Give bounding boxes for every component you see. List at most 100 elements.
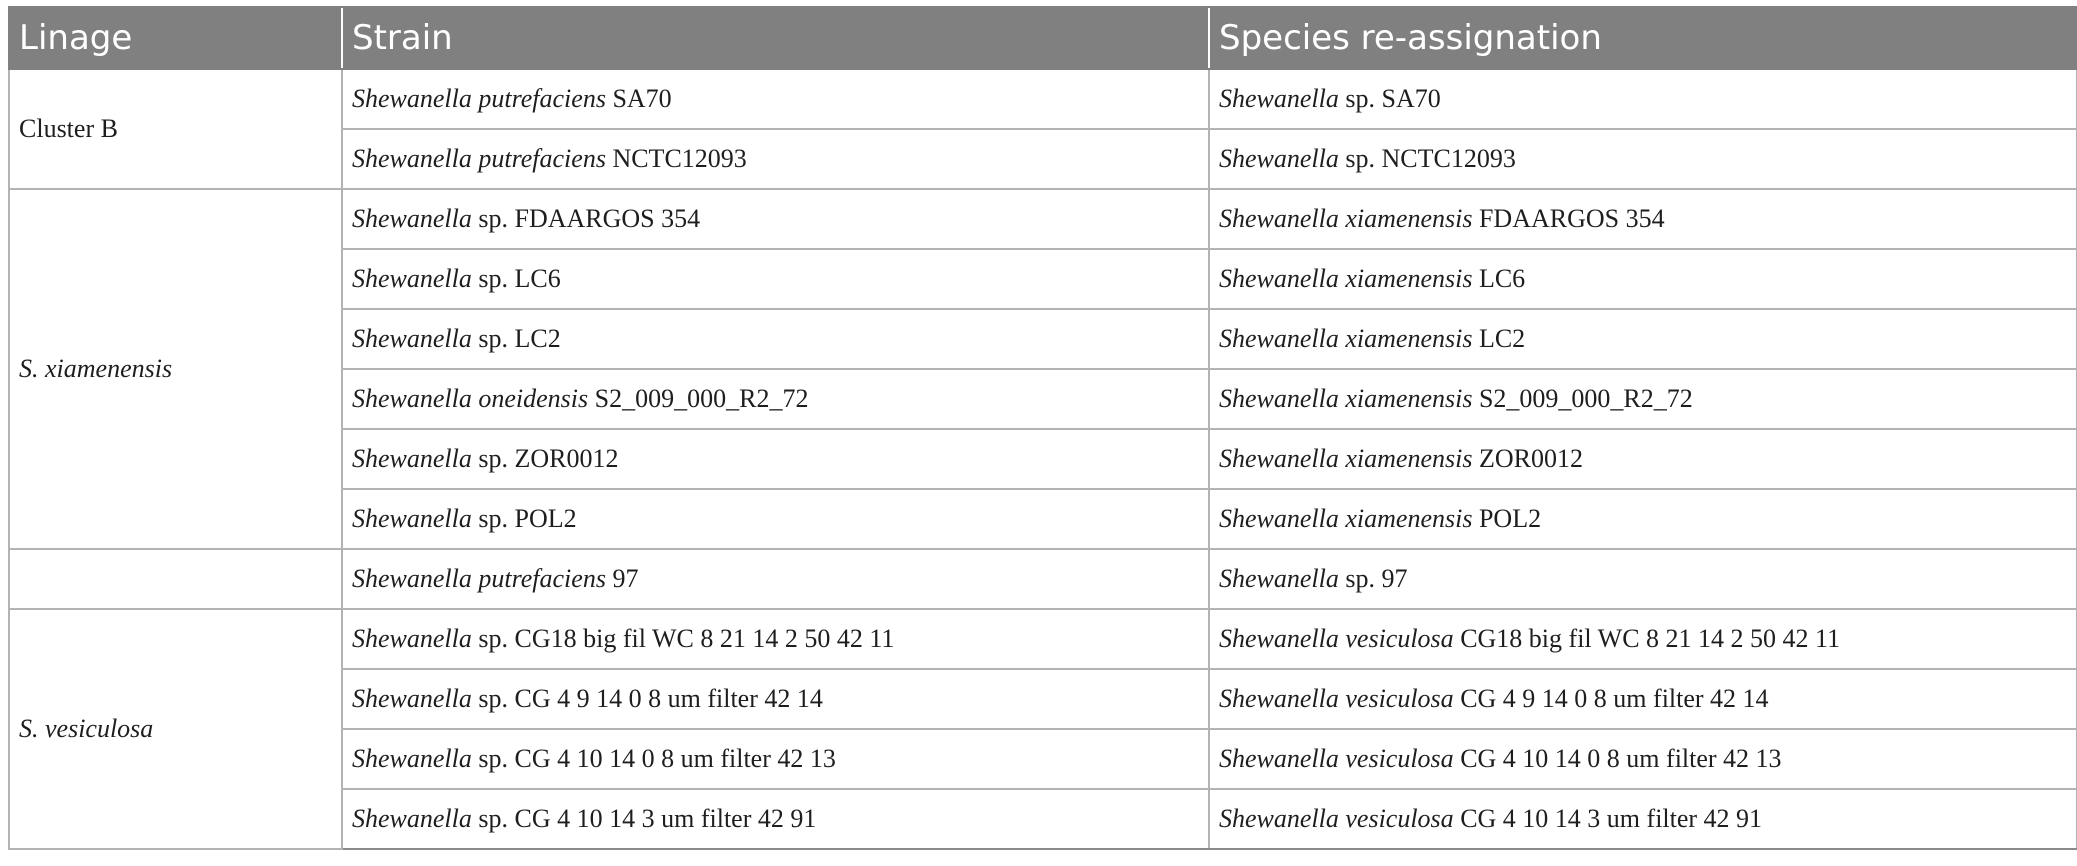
strain-cell: Shewanella sp. CG 4 10 14 0 8 um filter … — [341, 728, 1210, 790]
table-row: Shewanella sp. POL2 Shewanella xiamenensi… — [9, 488, 2077, 550]
species-genus-species: Shewanella — [1219, 84, 1339, 113]
species-designation: CG18 big fil WC 8 21 14 2 50 42 11 — [1453, 624, 1841, 653]
strain-genus-species: Shewanella — [352, 624, 472, 653]
table-row: Shewanella putrefaciens NCTC12093 Shewane… — [9, 128, 2077, 190]
species-reassignation-cell: Shewanella xiamenensis S2_009_000_R2_72 — [1208, 368, 2077, 430]
table-row: Shewanella sp. ZOR0012 Shewanella xiamene… — [9, 428, 2077, 490]
species-genus-species: Shewanella xiamenensis — [1219, 204, 1473, 233]
strain-designation: sp. LC6 — [471, 264, 561, 293]
species-designation: LC2 — [1472, 324, 1526, 353]
species-designation: CG 4 10 14 0 8 um filter 42 13 — [1453, 744, 1782, 773]
lineage-cell: Cluster B — [8, 68, 343, 190]
strain-genus-species: Shewanella — [352, 324, 472, 353]
species-designation: sp. NCTC12093 — [1338, 144, 1516, 173]
species-genus-species: Shewanella vesiculosa — [1219, 744, 1454, 773]
strain-designation: sp. CG 4 10 14 0 8 um filter 42 13 — [471, 744, 836, 773]
strain-designation: 97 — [605, 564, 639, 593]
lineage-label: Cluster B — [19, 114, 118, 143]
species-reassignation-cell: Shewanella xiamenensis ZOR0012 — [1208, 428, 2077, 490]
strain-designation: sp. CG 4 10 14 3 um filter 42 91 — [471, 804, 817, 833]
header-linage: Linage — [8, 6, 342, 70]
header-row: Linage Strain Species re-assignation — [8, 6, 2077, 70]
species-reassignation-cell: Shewanella vesiculosa CG 4 10 14 3 um fi… — [1208, 788, 2077, 850]
table-row: Shewanella sp. CG 4 10 14 0 8 um filter … — [9, 728, 2077, 790]
strain-designation: NCTC12093 — [605, 144, 747, 173]
strain-cell: Shewanella sp. CG 4 9 14 0 8 um filter 4… — [341, 668, 1210, 730]
species-reassignation-cell: Shewanella vesiculosa CG 4 10 14 0 8 um … — [1208, 728, 2077, 790]
strain-genus-species: Shewanella — [352, 204, 472, 233]
table-row: Shewanella sp. LC2 Shewanella xiamenensis… — [9, 308, 2077, 370]
strain-designation: SA70 — [605, 84, 672, 113]
species-reassignation-cell: Shewanella vesiculosa CG 4 9 14 0 8 um f… — [1208, 668, 2077, 730]
species-designation: ZOR0012 — [1472, 444, 1583, 473]
strain-cell: Shewanella sp. LC6 — [341, 248, 1210, 310]
strain-cell: Shewanella putrefaciens NCTC12093 — [341, 128, 1210, 190]
strain-genus-species: Shewanella putrefaciens — [352, 144, 606, 173]
species-reassignation-cell: Shewanella vesiculosa CG18 big fil WC 8 … — [1208, 608, 2077, 670]
strain-genus-species: Shewanella — [352, 804, 472, 833]
species-genus-species: Shewanella vesiculosa — [1219, 684, 1454, 713]
species-designation: sp. 97 — [1338, 564, 1408, 593]
strain-designation: sp. FDAARGOS 354 — [471, 204, 701, 233]
table-row: Cluster B Shewanella putrefaciens SA70 She… — [8, 68, 2077, 190]
strain-cell: Shewanella sp. POL2 — [341, 488, 1210, 550]
strain-designation: sp. LC2 — [471, 324, 561, 353]
strain-designation: S2_009_000_R2_72 — [588, 384, 809, 413]
strain-genus-species: Shewanella — [352, 504, 472, 533]
strain-table: Linage Strain Species re-assignation Clu… — [8, 6, 2077, 850]
strain-cell: Shewanella sp. LC2 — [341, 308, 1210, 370]
strain-designation: sp. POL2 — [471, 504, 577, 533]
species-genus-species: Shewanella xiamenensis — [1219, 444, 1473, 473]
strain-genus-species: Shewanella oneidensis — [352, 384, 589, 413]
header-strain: Strain — [341, 6, 1209, 70]
species-reassignation-cell: Shewanella xiamenensis LC6 — [1208, 248, 2077, 310]
species-genus-species: Shewanella xiamenensis — [1219, 384, 1473, 413]
species-reassignation-cell: Shewanella xiamenensis FDAARGOS 354 — [1208, 188, 2077, 250]
species-designation: POL2 — [1472, 504, 1542, 533]
strain-designation: sp. ZOR0012 — [471, 444, 619, 473]
strain-cell: Shewanella putrefaciens 97 — [341, 548, 1210, 610]
header-species-reassignation: Species re-assignation — [1208, 6, 2077, 70]
lineage-cell: S. xiamenensis — [8, 188, 343, 550]
species-genus-species: Shewanella xiamenensis — [1219, 504, 1473, 533]
table-row: Shewanella sp. CG 4 9 14 0 8 um filter 4… — [9, 668, 2077, 730]
species-reassignation-cell: Shewanella xiamenensis LC2 — [1208, 308, 2077, 370]
strain-designation: sp. CG 4 9 14 0 8 um filter 42 14 — [471, 684, 823, 713]
species-genus-species: Shewanella xiamenensis — [1219, 264, 1473, 293]
lineage-label: S. vesiculosa — [19, 714, 154, 743]
table-row: Shewanella putrefaciens 97 Shewanella sp.… — [8, 548, 2077, 610]
strain-genus-species: Shewanella putrefaciens — [352, 564, 606, 593]
lineage-cell: S. vesiculosa — [8, 608, 343, 850]
species-genus-species: Shewanella vesiculosa — [1219, 804, 1454, 833]
species-designation: S2_009_000_R2_72 — [1472, 384, 1693, 413]
species-reassignation-cell: Shewanella sp. 97 — [1208, 548, 2077, 610]
table-body: Cluster B Shewanella putrefaciens SA70 She… — [8, 68, 2077, 850]
species-genus-species: Shewanella vesiculosa — [1219, 624, 1454, 653]
table-row: Shewanella oneidensis S2_009_000_R2_72 Sh… — [9, 368, 2077, 430]
strain-cell: Shewanella sp. FDAARGOS 354 — [341, 188, 1210, 250]
species-reassignation-cell: Shewanella sp. SA70 — [1208, 68, 2077, 130]
strain-genus-species: Shewanella putrefaciens — [352, 84, 606, 113]
species-reassignation-cell: Shewanella xiamenensis POL2 — [1208, 488, 2077, 550]
species-designation: CG 4 10 14 3 um filter 42 91 — [1453, 804, 1763, 833]
strain-cell: Shewanella sp. CG18 big fil WC 8 21 14 2… — [341, 608, 1210, 670]
species-genus-species: Shewanella — [1219, 144, 1339, 173]
strain-cell: Shewanella putrefaciens SA70 — [341, 68, 1210, 130]
table-row: Shewanella sp. LC6 Shewanella xiamenensis… — [9, 248, 2077, 310]
table-row: S. vesiculosa Shewanella sp. CG18 big fil… — [8, 608, 2077, 850]
species-designation: FDAARGOS 354 — [1472, 204, 1665, 233]
strain-designation: sp. CG18 big fil WC 8 21 14 2 50 42 11 — [471, 624, 895, 653]
species-genus-species: Shewanella — [1219, 564, 1339, 593]
strain-cell: Shewanella oneidensis S2_009_000_R2_72 — [341, 368, 1210, 430]
strain-genus-species: Shewanella — [352, 444, 472, 473]
species-designation: CG 4 9 14 0 8 um filter 42 14 — [1453, 684, 1769, 713]
table-row: Shewanella sp. CG 4 10 14 3 um filter 42… — [9, 788, 2077, 850]
strain-genus-species: Shewanella — [352, 744, 472, 773]
species-designation: sp. SA70 — [1338, 84, 1441, 113]
strain-table-container: Linage Strain Species re-assignation Clu… — [8, 6, 2077, 850]
species-designation: LC6 — [1472, 264, 1526, 293]
species-genus-species: Shewanella xiamenensis — [1219, 324, 1473, 353]
table-row: S. xiamenensis Shewanella sp. FDAARGOS 35… — [8, 188, 2077, 550]
lineage-label: S. xiamenensis — [19, 354, 173, 383]
strain-cell: Shewanella sp. ZOR0012 — [341, 428, 1210, 490]
